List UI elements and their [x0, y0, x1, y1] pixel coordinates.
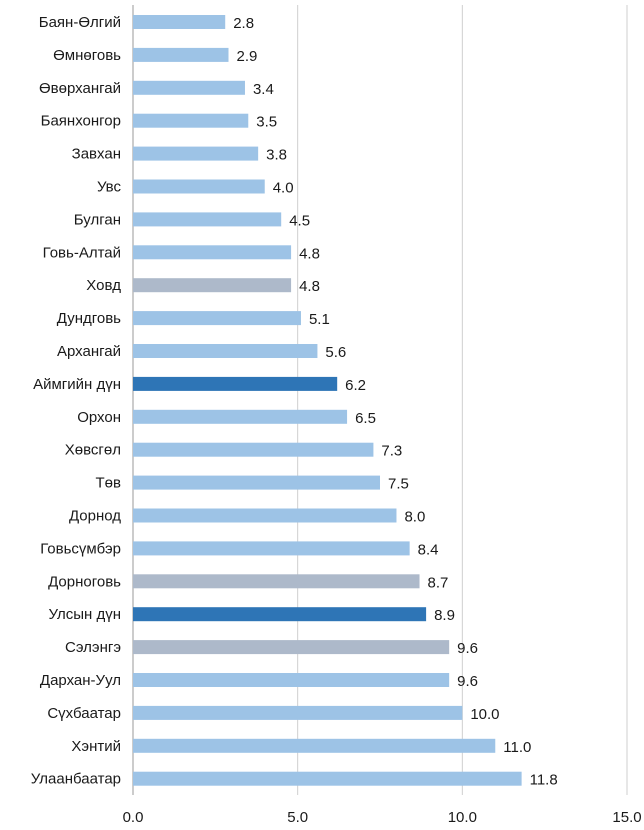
- value-label: 8.4: [418, 541, 439, 558]
- bar: [133, 771, 522, 786]
- value-label: 4.0: [273, 180, 294, 197]
- bar: [133, 376, 338, 391]
- x-axis-ticks: 0.0 5.0 10.0 15.0: [123, 809, 642, 826]
- bar: [133, 607, 427, 622]
- value-label: 3.8: [266, 147, 287, 164]
- category-label: Хөвсгөл: [65, 442, 121, 459]
- bar: [133, 113, 249, 128]
- value-label: 2.8: [233, 15, 254, 32]
- value-label: 10.0: [470, 706, 499, 723]
- bar: [133, 574, 420, 589]
- category-label: Баян-Өлгий: [39, 14, 121, 31]
- bar: [133, 442, 374, 457]
- value-label: 7.3: [381, 443, 402, 460]
- bar: [133, 541, 410, 556]
- category-label: Хэнтий: [71, 738, 121, 755]
- category-label: Дундговь: [57, 310, 121, 327]
- bar: [133, 673, 450, 687]
- bar: [133, 245, 292, 260]
- category-label: Дорнод: [69, 508, 121, 525]
- bar: [133, 15, 226, 29]
- value-label: 3.4: [253, 81, 274, 98]
- value-label: 11.0: [503, 739, 531, 756]
- category-label: Төв: [96, 475, 122, 492]
- category-label: Сүхбаатар: [47, 705, 121, 722]
- bar: [133, 179, 265, 194]
- x-tick-label: 0.0: [123, 809, 144, 826]
- category-label: Улсын дүн: [48, 606, 121, 623]
- category-label: Улаанбаатар: [31, 771, 121, 788]
- bar: [133, 344, 318, 358]
- x-tick-label: 5.0: [287, 809, 308, 826]
- value-label: 5.1: [309, 311, 330, 328]
- category-label: Аймгийн дүн: [33, 376, 121, 393]
- bar: [133, 80, 245, 95]
- value-label: 6.5: [355, 410, 376, 427]
- value-label: 3.5: [256, 114, 277, 131]
- bar: [133, 409, 348, 424]
- category-label: Баянхонгор: [41, 113, 121, 130]
- value-label: 8.9: [434, 607, 455, 624]
- value-label: 5.6: [325, 344, 346, 361]
- category-labels: Баян-Өлгий Өмнөговь Өвөрхангай Баянхонгор За…: [31, 14, 122, 788]
- x-tick-label: 10.0: [448, 809, 477, 826]
- category-label: Архангай: [57, 343, 121, 360]
- bar: [133, 475, 380, 490]
- category-label: Орхон: [77, 409, 121, 426]
- value-label: 8.0: [404, 509, 425, 526]
- value-label: 7.5: [388, 476, 409, 493]
- bars: [133, 15, 522, 786]
- value-labels: 2.8 2.9 3.4 3.5 3.8 4.0 4.5 4.8 4.8 5.1 5.6 6.2 6.5 7…: [233, 15, 557, 789]
- category-label: Говь-Алтай: [43, 244, 121, 261]
- bar: [133, 311, 301, 326]
- bar: [133, 508, 397, 523]
- bar: [133, 278, 292, 293]
- category-label: Ховд: [86, 277, 121, 294]
- bar: [133, 146, 259, 161]
- value-label: 4.8: [299, 278, 320, 295]
- value-label: 11.8: [530, 772, 558, 789]
- grid-lines: [132, 5, 628, 795]
- value-label: 4.5: [289, 212, 310, 229]
- category-label: Өмнөговь: [53, 47, 121, 64]
- category-label: Өвөрхангай: [39, 80, 121, 97]
- x-tick-label: 15.0: [612, 809, 641, 826]
- value-label: 6.2: [345, 377, 366, 394]
- category-label: Говьсүмбэр: [40, 540, 121, 557]
- category-label: Дорноговь: [48, 573, 121, 590]
- bar: [133, 705, 463, 720]
- category-label: Сэлэнгэ: [65, 639, 121, 656]
- category-label: Дархан-Уул: [40, 672, 121, 689]
- category-label: Увс: [97, 179, 121, 196]
- bar: [133, 47, 229, 62]
- value-label: 9.6: [457, 640, 478, 657]
- bar: [133, 640, 450, 655]
- category-label: Булган: [74, 211, 121, 228]
- value-label: 2.9: [237, 48, 258, 65]
- value-label: 4.8: [299, 245, 320, 262]
- value-label: 8.7: [428, 574, 449, 591]
- category-label: Завхан: [72, 146, 121, 163]
- bar: [133, 212, 282, 227]
- bar: [133, 738, 496, 753]
- value-label: 9.6: [457, 673, 478, 690]
